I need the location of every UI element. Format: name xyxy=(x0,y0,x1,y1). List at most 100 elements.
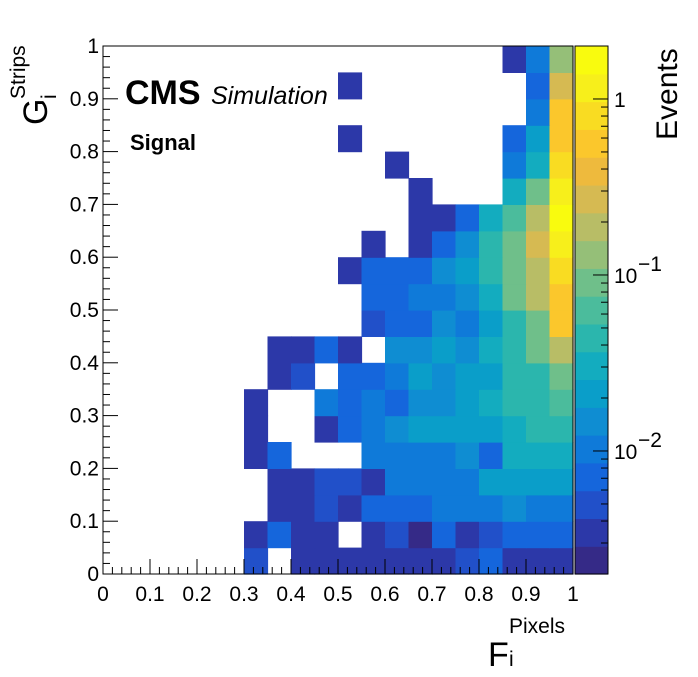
color-scale-band xyxy=(575,240,608,269)
x-tick-label: 0.3 xyxy=(229,583,258,606)
heatmap-cell xyxy=(502,468,527,496)
heatmap-cell xyxy=(291,494,316,522)
heatmap-cell xyxy=(291,362,316,390)
heatmap-cell xyxy=(502,336,527,364)
heatmap-cell xyxy=(338,415,363,443)
heatmap-cell xyxy=(338,125,363,153)
heatmap-cell xyxy=(455,494,480,522)
heatmap-cell xyxy=(314,494,339,522)
heatmap-cell xyxy=(455,547,480,575)
heatmap-cell xyxy=(385,362,410,390)
z-axis-title-text: Events xyxy=(651,48,684,140)
heatmap-cell xyxy=(526,362,551,390)
heatmap-cell xyxy=(385,442,410,469)
heatmap-cell xyxy=(455,336,480,364)
heatmap-cell xyxy=(502,547,527,575)
heatmap-cell xyxy=(549,336,574,364)
heatmap-cell xyxy=(361,442,386,469)
heatmap-cell xyxy=(361,230,386,258)
heatmap-cell xyxy=(432,547,457,575)
color-scale-band xyxy=(575,73,608,103)
heatmap-cell xyxy=(549,257,574,285)
heatmap-cell xyxy=(408,494,433,522)
x-tick-label: 0.8 xyxy=(464,583,493,606)
heatmap-cell xyxy=(549,468,574,496)
y-axis-title-main: G xyxy=(17,99,55,125)
heatmap-cell xyxy=(502,125,527,153)
x-tick-label: 0.9 xyxy=(511,583,540,606)
z-tick-label: 1 xyxy=(614,89,626,112)
heatmap-cell xyxy=(291,521,316,549)
x-tick-label: 0.7 xyxy=(417,583,446,606)
heatmap-cell xyxy=(267,521,292,549)
heatmap-cell xyxy=(361,468,386,496)
heatmap-cell xyxy=(432,310,457,337)
heatmap-cell xyxy=(361,257,386,285)
heatmap-cell xyxy=(479,336,504,364)
heatmap-cell xyxy=(385,389,410,417)
y-tick-label: 0.8 xyxy=(70,141,99,164)
heatmap-cell xyxy=(408,283,433,311)
heatmap-cell xyxy=(502,257,527,285)
heatmap-cell xyxy=(385,521,410,549)
heatmap-cell xyxy=(432,468,457,496)
heatmap-cell xyxy=(455,283,480,311)
heatmap-cell xyxy=(526,389,551,417)
heatmap-cell xyxy=(314,336,339,364)
heatmap-cell xyxy=(549,494,574,522)
heatmap-cell xyxy=(408,521,433,549)
heatmap-cell xyxy=(479,521,504,549)
heatmap-cell xyxy=(408,362,433,390)
heatmap-cell xyxy=(408,389,433,417)
heatmap-cell xyxy=(549,46,574,73)
heatmap-cell xyxy=(432,230,457,258)
heatmap-cell xyxy=(502,46,527,73)
heatmap-cell xyxy=(455,257,480,285)
heatmap-cell xyxy=(385,336,410,364)
x-tick-label: 0.6 xyxy=(370,583,399,606)
heatmap-cell xyxy=(502,442,527,469)
heatmap-cell xyxy=(432,389,457,417)
color-scale-band xyxy=(575,323,608,353)
heatmap-cell xyxy=(267,442,292,469)
x-tick-label: 0.4 xyxy=(276,583,306,606)
heatmap-cell xyxy=(479,494,504,522)
heatmap-cell xyxy=(314,389,339,417)
heatmap-cell xyxy=(479,230,504,258)
heatmap-cell xyxy=(549,151,574,179)
heatmap-cell xyxy=(549,125,574,153)
y-tick-label: 0.3 xyxy=(70,405,99,428)
heatmap-cell xyxy=(479,257,504,285)
heatmap-cell xyxy=(526,547,551,575)
x-tick-label: 1 xyxy=(567,583,579,606)
heatmap-cell xyxy=(385,151,410,179)
heatmap-cell xyxy=(455,310,480,337)
heatmap-cell xyxy=(361,547,386,575)
heatmap-cell xyxy=(385,257,410,285)
heatmap-cell xyxy=(314,521,339,549)
heatmap-cell xyxy=(549,204,574,232)
heatmap-cells xyxy=(244,46,574,575)
heatmap-cell xyxy=(314,547,339,575)
x-tick-label: 0.5 xyxy=(323,583,352,606)
color-scale-band xyxy=(575,462,608,492)
heatmap-cell xyxy=(455,389,480,417)
heatmap-cell xyxy=(361,494,386,522)
heatmap-cell xyxy=(526,98,551,126)
heatmap-cell xyxy=(549,442,574,469)
heatmap-cell xyxy=(526,178,551,205)
heatmap-cell xyxy=(479,468,504,496)
heatmap-cell xyxy=(432,362,457,390)
heatmap-cell xyxy=(549,283,574,311)
heatmap-cell xyxy=(526,46,551,73)
heatmap-cell xyxy=(338,362,363,390)
heatmap-cell xyxy=(479,415,504,443)
heatmap-cell xyxy=(502,204,527,232)
heatmap-cell xyxy=(408,336,433,364)
y-tick-label: 0.9 xyxy=(70,88,99,111)
heatmap-cell xyxy=(549,521,574,549)
heatmap-cell xyxy=(244,442,269,469)
heatmap-cell xyxy=(479,442,504,469)
heatmap-cell xyxy=(338,257,363,285)
heatmap-cell xyxy=(455,230,480,258)
